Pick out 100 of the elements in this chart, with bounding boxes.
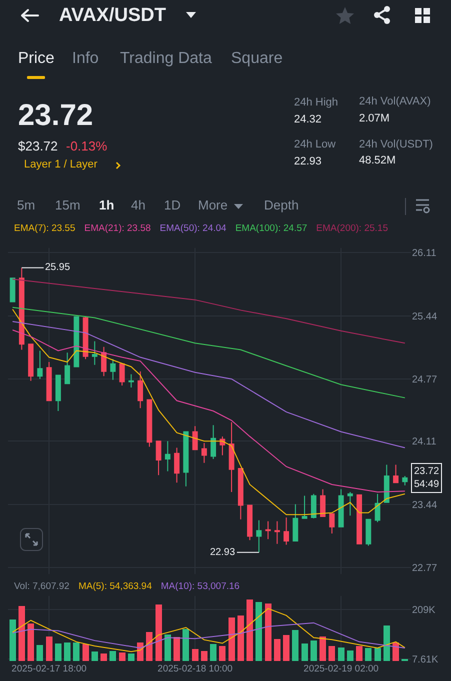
candlestick (310, 493, 316, 519)
bar (365, 648, 372, 661)
line-series (12, 622, 406, 648)
y-tick-label: 24.11 (412, 436, 437, 448)
candlestick (238, 468, 244, 520)
annotation: 23.72 54:49 (414, 466, 440, 490)
candlestick (110, 358, 116, 380)
text: More (198, 198, 228, 214)
text: 15m (55, 198, 80, 214)
bar (283, 634, 290, 661)
candlestick (156, 440, 162, 476)
text: 24h Low (294, 138, 336, 152)
text: Square (231, 50, 283, 68)
candlestick (374, 493, 380, 523)
candlestick (92, 340, 98, 366)
candlestick (37, 350, 43, 380)
text: 1h (99, 198, 114, 214)
candlestick (347, 492, 353, 516)
line-series (12, 306, 406, 398)
text: EMA(50): 24.04 (160, 223, 226, 234)
bar (64, 642, 71, 661)
text: 5m (17, 198, 36, 214)
bar (36, 644, 44, 661)
candlestick (247, 504, 253, 541)
bar (228, 618, 235, 661)
bar (73, 642, 80, 661)
text: EMA(7): 23.55 (14, 223, 76, 234)
candlestick (393, 464, 399, 484)
bar (110, 651, 116, 661)
bar (146, 632, 153, 661)
bar (383, 625, 390, 661)
candlestick (265, 520, 271, 540)
candlestick (338, 488, 344, 528)
text: Trading Data (120, 50, 212, 68)
line-series (12, 308, 406, 516)
text: MA(5): 54,363.94 (78, 581, 152, 592)
bar (46, 636, 52, 661)
text: -0.13% (66, 138, 108, 154)
text: 2.07M (359, 112, 390, 126)
text: 23.72 (18, 98, 94, 134)
text: Vol: 7,607.92 (14, 581, 70, 592)
bar (264, 603, 272, 661)
text: EMA(200): 25.15 (316, 223, 388, 234)
candlestick (64, 352, 70, 384)
text: 4h (131, 198, 146, 214)
bar (128, 654, 134, 661)
y-tick-label: 23.44 (412, 500, 438, 511)
text: AVAX/USDT (59, 5, 166, 27)
bar (100, 654, 108, 661)
bar (210, 644, 217, 661)
bar (164, 634, 171, 661)
text: 24.32 (294, 114, 322, 126)
line-series (12, 329, 406, 493)
bar (301, 644, 308, 661)
y-tick-label: 22.77 (412, 562, 438, 574)
bar (54, 643, 62, 661)
candlestick (292, 504, 298, 542)
bar (256, 602, 262, 661)
bar (82, 644, 89, 661)
annotation: 25.95 (45, 262, 70, 273)
text: Info (72, 50, 99, 68)
candlestick (220, 436, 226, 456)
candlestick (329, 513, 335, 534)
bar (246, 599, 254, 661)
bar (274, 639, 280, 661)
y-tick-label: 209K (412, 605, 436, 616)
candlestick (228, 422, 234, 493)
bar (182, 628, 190, 661)
text: 24h Vol(USDT) (359, 138, 433, 152)
bar (118, 652, 126, 661)
text: 48.52M (359, 154, 396, 168)
bar (310, 640, 317, 661)
candlestick (10, 278, 16, 302)
text: EMA(100): 24.57 (235, 223, 308, 234)
candlestick (356, 494, 362, 544)
candlestick (138, 370, 144, 409)
y-tick-label: 25.44 (412, 311, 438, 322)
bar (174, 637, 180, 661)
bar (28, 623, 34, 661)
y-tick-label: 7.61K (412, 654, 438, 666)
candlestick (320, 488, 326, 518)
bar (91, 652, 98, 661)
text: 24h Vol(AVAX) (359, 96, 431, 108)
candlestick (366, 518, 372, 546)
bar (346, 650, 354, 661)
candlestick (46, 362, 52, 402)
bar (155, 604, 162, 661)
candlestick (164, 440, 170, 472)
candlestick (119, 363, 125, 386)
candlestick (146, 399, 152, 448)
bar (192, 649, 198, 661)
bar (356, 646, 363, 661)
candlestick (183, 431, 189, 487)
candlestick (174, 447, 180, 484)
text: 24h High (294, 96, 338, 110)
y-tick-label: 24.77 (412, 374, 438, 386)
candlestick (384, 464, 390, 503)
y-tick-label: 26.11 (412, 248, 437, 260)
candlestick (302, 495, 308, 519)
bar (219, 646, 226, 661)
